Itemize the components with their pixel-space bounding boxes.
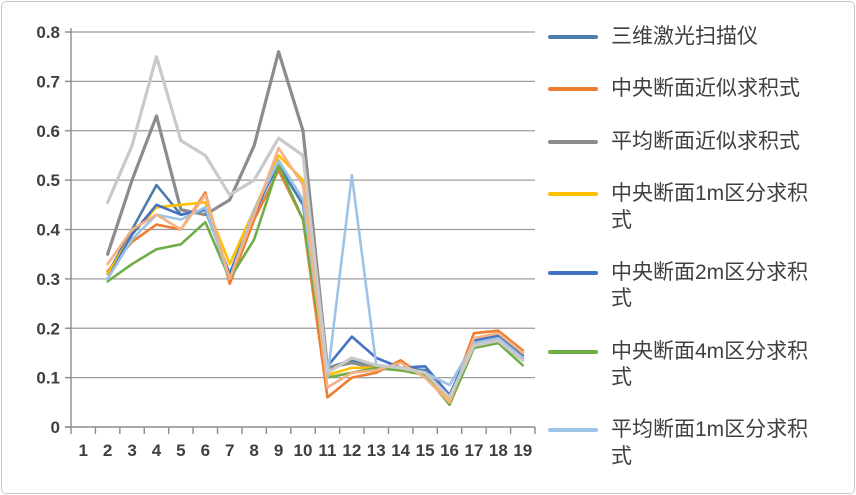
x-tick-label: 15: [416, 441, 435, 460]
legend-item-5: 中央断面2m区分求积式: [548, 260, 850, 313]
x-tick-label: 2: [103, 441, 112, 460]
legend-label: 中央断面2m区分求积式: [611, 261, 809, 311]
legend-item-4: 中央断面1m区分求积式: [548, 181, 850, 234]
x-tick-label: 12: [342, 441, 361, 460]
x-tick-label: 13: [367, 441, 386, 460]
legend-label: 中央断面4m区分求积式: [611, 339, 809, 390]
legend-item-6: 中央断面4m区分求积式: [548, 339, 850, 392]
y-tick-label: 0.7: [36, 72, 60, 91]
x-tick-label: 18: [489, 441, 508, 460]
x-tick-label: 4: [152, 441, 162, 460]
x-tick-label: 8: [249, 441, 258, 460]
series-line-6: [106, 164, 525, 407]
y-tick-label: 0.4: [36, 221, 60, 240]
x-tick-label: 3: [127, 441, 136, 460]
y-tick-label: 0.1: [36, 369, 60, 388]
legend-item-1: 三维激光扫描仪: [548, 24, 850, 50]
y-tick-label: 0.3: [36, 270, 60, 289]
legend-item-3: 平均断面近似求积式: [548, 129, 850, 155]
legend-line-swatch: [548, 428, 598, 433]
legend-item-7: 平均断面1m区分求积式: [548, 417, 850, 470]
x-tick-label: 17: [464, 441, 483, 460]
legend-label: 三维激光扫描仪: [611, 25, 758, 48]
legend-label: 中央断面近似求积式: [611, 77, 800, 101]
x-tick-label: 7: [225, 441, 234, 460]
line-chart-plot-area: 00.10.20.30.40.50.60.70.81 2 3 4 5 6 7 8 9 10 11 12…: [36, 23, 536, 460]
legend-label: 平均断面近似求积式: [611, 129, 800, 153]
x-tick-label: 16: [440, 441, 459, 460]
legend-line-swatch: [548, 192, 598, 197]
chart-legend: 三维激光扫描仪中央断面近似求积式 平均断面近似求积式中央断面1m区分求积式 中央断面…: [548, 24, 850, 470]
y-tick-label: 0: [51, 418, 60, 437]
legend-line-swatch: [548, 87, 598, 92]
x-tick-label: 10: [294, 441, 313, 460]
legend-line-swatch: [548, 271, 598, 276]
y-tick-label: 0.2: [36, 319, 60, 338]
x-tick-label: 9: [274, 441, 283, 460]
legend-item-2: 中央断面近似求积式: [548, 76, 850, 102]
x-tick-label: 5: [176, 441, 185, 460]
x-tick-label: 19: [513, 441, 532, 460]
y-tick-label: 0.6: [36, 122, 60, 141]
x-tick-label: 11: [318, 441, 336, 460]
legend-line-swatch: [548, 139, 598, 144]
y-tick-label: 0.5: [36, 171, 60, 190]
x-tick-label: 6: [201, 441, 210, 460]
x-tick-label: 1: [78, 441, 87, 460]
legend-line-swatch: [548, 35, 598, 39]
x-tick-label: 14: [391, 441, 410, 460]
y-tick-label: 0.8: [36, 23, 60, 42]
legend-line-swatch: [548, 349, 598, 354]
legend-label: 平均断面1m区分求积式: [611, 418, 809, 468]
series-line-9: [106, 55, 525, 399]
legend-label: 中央断面1m区分求积式: [611, 182, 809, 232]
